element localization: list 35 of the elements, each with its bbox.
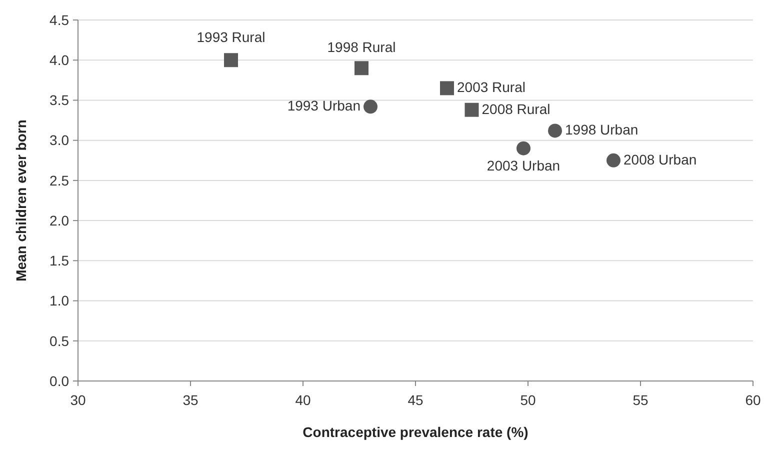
x-axis-title: Contraceptive prevalence rate (%) xyxy=(302,424,528,440)
point xyxy=(224,53,238,68)
y-tick-label: 2.5 xyxy=(50,172,70,188)
x-tick-label: 60 xyxy=(745,392,761,408)
y-tick-label: 2.0 xyxy=(50,212,70,228)
point xyxy=(354,61,368,76)
x-tick-label: 30 xyxy=(70,392,86,408)
annotation: 2008 Rural xyxy=(482,100,550,117)
annotation: 2003 Rural xyxy=(457,79,526,96)
y-tick-label: 1.0 xyxy=(50,292,70,309)
annotation: 1998 Urban xyxy=(565,122,638,138)
point xyxy=(606,153,620,168)
point xyxy=(364,100,378,114)
point xyxy=(548,124,562,138)
y-tick-label: 0.0 xyxy=(50,372,70,389)
annotation: 1993 Rural xyxy=(196,29,266,46)
x-tick-label: 40 xyxy=(295,392,311,408)
y-tick-label: 4.0 xyxy=(50,52,70,68)
annotation: 1998 Rural xyxy=(327,39,396,56)
point xyxy=(440,81,454,96)
point xyxy=(464,102,479,117)
y-tick-label: 3.0 xyxy=(50,132,70,148)
y-tick-label: 4.5 xyxy=(50,12,70,28)
annotation: 2008 Urban xyxy=(624,151,697,168)
y-tick-label: 1.5 xyxy=(50,252,70,269)
x-tick-label: 45 xyxy=(408,392,424,408)
x-tick-label: 35 xyxy=(182,392,198,408)
point xyxy=(516,141,530,156)
x-tick-label: 55 xyxy=(632,392,648,408)
y-tick-label: 3.5 xyxy=(50,92,70,108)
annotation: 2003 Urban xyxy=(486,157,560,174)
annotation: 1993 Urban xyxy=(287,98,360,114)
x-tick-label: 50 xyxy=(520,392,536,408)
y-tick-label: 0.5 xyxy=(50,332,70,349)
y-axis-title: Mean children ever born xyxy=(13,120,29,282)
